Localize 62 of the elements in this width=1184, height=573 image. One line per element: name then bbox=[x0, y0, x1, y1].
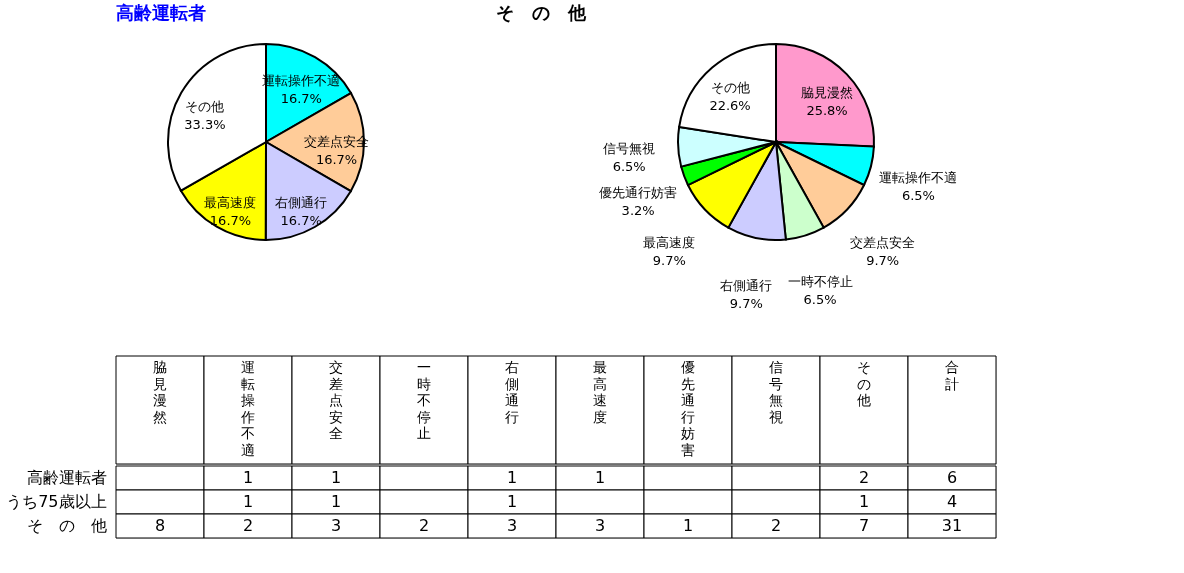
data-label: 1 bbox=[242, 468, 254, 487]
y-tick-label: うち75歳以上 bbox=[6, 492, 107, 511]
slice-label: 右側通行 bbox=[720, 277, 773, 293]
data-label: 3 bbox=[506, 516, 518, 535]
data-label: 6 bbox=[946, 468, 958, 487]
data-label: 2 bbox=[418, 516, 430, 535]
y-tick-label: 高齢運転者 bbox=[26, 468, 107, 487]
data-label: 16.7% bbox=[315, 152, 358, 168]
slice-label: 信号無視 bbox=[603, 141, 656, 157]
data-label: 22.6% bbox=[709, 98, 751, 114]
data-label: 2 bbox=[242, 516, 254, 535]
data-label: 1 bbox=[682, 516, 694, 535]
data-label: 6.5% bbox=[901, 188, 935, 204]
data-label: 7 bbox=[858, 516, 870, 535]
data-label: 6.5% bbox=[612, 159, 646, 175]
data-label: 3 bbox=[594, 516, 606, 535]
x-tick-label: 脇見漫然 bbox=[153, 359, 167, 425]
x-tick-label: 最高速度 bbox=[593, 359, 607, 425]
data-label: 4 bbox=[946, 492, 958, 511]
data-label: 16.7% bbox=[280, 213, 322, 229]
data-label: 25.8% bbox=[806, 103, 848, 119]
data-label: 9.7% bbox=[866, 253, 900, 269]
x-tick-label: 優先通行妨害 bbox=[681, 359, 695, 458]
x-tick-label: 一時不停止 bbox=[417, 359, 431, 441]
slice-label: 右側通行 bbox=[275, 195, 328, 211]
data-label: 2 bbox=[858, 468, 870, 487]
slice-label: 最高速度 bbox=[204, 194, 257, 210]
data-label: 2 bbox=[770, 516, 782, 535]
data-label: 3.2% bbox=[621, 203, 655, 218]
data-label: 31 bbox=[941, 516, 963, 535]
data-label: 1 bbox=[506, 468, 518, 487]
data-label: 1 bbox=[330, 492, 342, 511]
data-label: 16.7% bbox=[280, 90, 322, 106]
x-tick-label: 運転操作不適 bbox=[240, 359, 255, 458]
x-tick-label: 交差点安全 bbox=[329, 359, 343, 441]
data-label: 1 bbox=[858, 492, 870, 511]
data-label: 1 bbox=[330, 468, 342, 487]
slice-label: 脇見漫然 bbox=[801, 85, 854, 101]
y-tick-label: そ の 他 bbox=[26, 516, 107, 535]
data-label: 16.7% bbox=[209, 212, 252, 228]
data-label: 1 bbox=[594, 468, 606, 487]
slice-label: 優先通行妨害 bbox=[599, 185, 678, 200]
slice-label: 最高速度 bbox=[643, 235, 696, 251]
slice-label: その他 bbox=[185, 98, 225, 114]
slice-label: 交差点安全 bbox=[850, 235, 916, 251]
slice-label: 運転操作不適 bbox=[879, 170, 958, 186]
data-label: 33.3% bbox=[184, 116, 226, 132]
chart-title: そ の 他 bbox=[496, 2, 587, 23]
data-label: 6.5% bbox=[803, 292, 837, 308]
x-tick-label: その他 bbox=[857, 359, 871, 408]
data-label: 8 bbox=[154, 516, 166, 535]
slice-label: 一時不停止 bbox=[787, 274, 853, 290]
data-label: 9.7% bbox=[652, 253, 686, 269]
x-tick-label: 合計 bbox=[945, 359, 959, 392]
data-label: 3 bbox=[330, 516, 342, 535]
data-label: 9.7% bbox=[729, 295, 763, 311]
x-tick-label: 信号無視 bbox=[769, 359, 783, 425]
chart-title: 高齢運転者 bbox=[116, 2, 206, 23]
data-label: 1 bbox=[242, 492, 254, 511]
x-tick-label: 右側通行 bbox=[505, 359, 519, 425]
data-label: 1 bbox=[506, 492, 518, 511]
slice-label: その他 bbox=[710, 80, 750, 96]
